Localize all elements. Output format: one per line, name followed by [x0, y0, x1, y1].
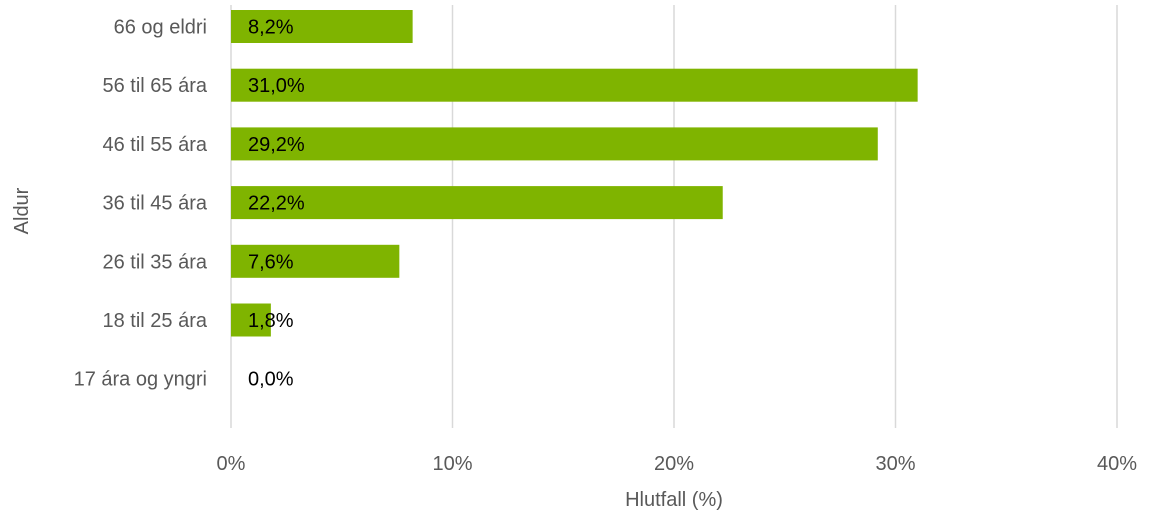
bar — [231, 127, 878, 161]
bar — [231, 303, 271, 337]
bar — [231, 10, 413, 43]
bar-data-label: 29,2% — [248, 134, 305, 156]
x-tick-label: 40% — [1097, 453, 1137, 475]
category-label: 18 til 25 ára — [102, 310, 207, 332]
y-axis-title: Aldur — [11, 187, 33, 234]
category-label: 26 til 35 ára — [102, 251, 207, 273]
bar-data-label: 22,2% — [248, 193, 305, 215]
bar — [231, 186, 723, 220]
bar — [231, 244, 400, 278]
bars — [231, 10, 918, 337]
category-label: 36 til 45 ára — [102, 193, 207, 215]
bar — [231, 68, 918, 102]
bar-data-label: 8,2% — [248, 17, 294, 39]
x-axis-title: Hlutfall (%) — [625, 489, 723, 511]
bar-data-label: 1,8% — [248, 310, 294, 332]
x-tick-label: 20% — [654, 453, 694, 475]
data-labels: 8,2% 31,0% 29,2% 22,2% 7,6% 1,8% 0,0% — [248, 17, 305, 391]
category-labels: 66 og eldri 56 til 65 ára 46 til 55 ára 36 … — [74, 17, 208, 391]
bar-data-label: 31,0% — [248, 75, 305, 97]
category-label: 46 til 55 ára — [102, 134, 207, 156]
bar-data-label: 7,6% — [248, 251, 294, 273]
category-label: 56 til 65 ára — [102, 75, 207, 97]
x-tick-label: 30% — [875, 453, 915, 475]
x-tick-label: 0% — [217, 453, 246, 475]
category-label: 66 og eldri — [114, 17, 207, 39]
x-tick-labels: 0% 10% 20% 30% 40% — [217, 453, 1138, 475]
bar-data-label: 0,0% — [248, 369, 294, 391]
x-tick-label: 10% — [432, 453, 472, 475]
category-label: 17 ára og yngri — [74, 369, 207, 391]
